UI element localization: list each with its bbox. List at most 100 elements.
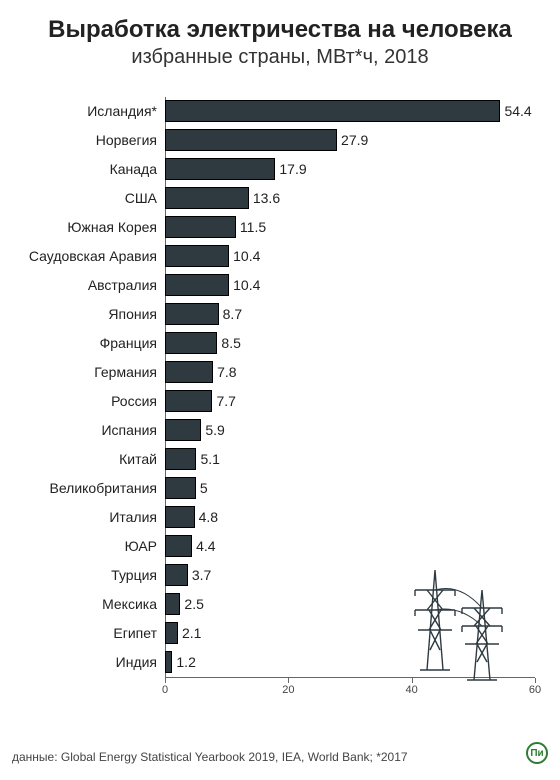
- bar-zone: 10.4: [165, 271, 560, 299]
- bar-row: Южная Корея 11.5: [0, 213, 560, 241]
- pylon-icon: [400, 555, 520, 690]
- category-label: Германия: [0, 364, 165, 380]
- bar-row: Испания 5.9: [0, 416, 560, 444]
- value-label: 8.5: [221, 335, 240, 351]
- category-label: Франция: [0, 335, 165, 351]
- bar-zone: 13.6: [165, 184, 560, 212]
- bar-zone: 7.7: [165, 387, 560, 415]
- value-label: 11.5: [240, 219, 266, 235]
- bar: [165, 245, 229, 267]
- chart-title: Выработка электричества на человека: [0, 16, 560, 44]
- bar: [165, 506, 195, 528]
- bar: [165, 361, 213, 383]
- value-label: 4.8: [199, 509, 218, 525]
- value-label: 2.1: [182, 625, 201, 641]
- x-tick-label: 20: [282, 684, 294, 696]
- bar-zone: 5: [165, 474, 560, 502]
- value-label: 7.7: [216, 393, 235, 409]
- bar: [165, 100, 500, 122]
- bar-row: Италия 4.8: [0, 503, 560, 531]
- bar: [165, 332, 217, 354]
- bar: [165, 274, 229, 296]
- bar-row: Китай 5.1: [0, 445, 560, 473]
- bar: [165, 216, 236, 238]
- bar-row: Исландия* 54.4: [0, 97, 560, 125]
- category-label: Канада: [0, 161, 165, 177]
- bar-row: Канада 17.9: [0, 155, 560, 183]
- bar: [165, 129, 337, 151]
- bar: [165, 158, 275, 180]
- value-label: 8.7: [223, 306, 242, 322]
- category-label: Италия: [0, 509, 165, 525]
- bar-row: Франция 8.5: [0, 329, 560, 357]
- bar-row: Норвегия 27.9: [0, 126, 560, 154]
- value-label: 3.7: [192, 567, 211, 583]
- category-label: Южная Корея: [0, 219, 165, 235]
- x-tick: [288, 678, 289, 683]
- bar-row: Германия 7.8: [0, 358, 560, 386]
- bar-zone: 5.9: [165, 416, 560, 444]
- value-label: 27.9: [341, 132, 368, 148]
- value-label: 13.6: [253, 190, 280, 206]
- bar: [165, 622, 178, 644]
- bar-zone: 27.9: [165, 126, 560, 154]
- category-label: Египет: [0, 625, 165, 641]
- bar: [165, 535, 192, 557]
- category-label: Турция: [0, 567, 165, 583]
- bar-zone: 54.4: [165, 97, 560, 125]
- category-label: Испания: [0, 422, 165, 438]
- bar-zone: 8.7: [165, 300, 560, 328]
- chart-subtitle: избранные страны, МВт*ч, 2018: [0, 46, 560, 69]
- bar: [165, 187, 249, 209]
- category-label: Исландия*: [0, 103, 165, 119]
- category-label: Китай: [0, 451, 165, 467]
- bar-zone: 10.4: [165, 242, 560, 270]
- bar-row: Великобритания 5: [0, 474, 560, 502]
- category-label: Австралия: [0, 277, 165, 293]
- bar: [165, 564, 188, 586]
- category-label: США: [0, 190, 165, 206]
- value-label: 54.4: [504, 103, 531, 119]
- bar: [165, 419, 201, 441]
- x-tick: [535, 678, 536, 683]
- category-label: Норвегия: [0, 132, 165, 148]
- value-label: 5.1: [200, 451, 219, 467]
- category-label: Мексика: [0, 596, 165, 612]
- value-label: 7.8: [217, 364, 236, 380]
- value-label: 5.9: [205, 422, 224, 438]
- value-label: 1.2: [176, 654, 195, 670]
- bar: [165, 303, 219, 325]
- bar-row: США 13.6: [0, 184, 560, 212]
- bar-zone: 7.8: [165, 358, 560, 386]
- bar-zone: 17.9: [165, 155, 560, 183]
- value-label: 5: [200, 480, 208, 496]
- footer: данные: Global Energy Statistical Yearbo…: [12, 742, 548, 764]
- category-label: Великобритания: [0, 480, 165, 496]
- power-pylon-decoration: [400, 555, 520, 690]
- x-tick-label: 0: [162, 684, 168, 696]
- value-label: 17.9: [279, 161, 306, 177]
- category-label: Саудовская Аравия: [0, 248, 165, 264]
- x-tick: [165, 678, 166, 683]
- bar: [165, 651, 172, 673]
- bar-zone: 8.5: [165, 329, 560, 357]
- source-text: данные: Global Energy Statistical Yearbo…: [12, 750, 408, 764]
- value-label: 4.4: [196, 538, 215, 554]
- bar: [165, 593, 180, 615]
- bar-row: Саудовская Аравия 10.4: [0, 242, 560, 270]
- bar-zone: 4.8: [165, 503, 560, 531]
- title-block: Выработка электричества на человека избр…: [0, 0, 560, 77]
- value-label: 2.5: [184, 596, 203, 612]
- bar-row: Россия 7.7: [0, 387, 560, 415]
- bar: [165, 448, 196, 470]
- bar-zone: 5.1: [165, 445, 560, 473]
- x-tick-label: 60: [529, 684, 541, 696]
- bar-row: Япония 8.7: [0, 300, 560, 328]
- category-label: Япония: [0, 306, 165, 322]
- bar-row: Австралия10.4: [0, 271, 560, 299]
- category-label: ЮАР: [0, 538, 165, 554]
- logo-badge: Пи: [526, 742, 548, 764]
- category-label: Индия: [0, 654, 165, 670]
- category-label: Россия: [0, 393, 165, 409]
- value-label: 10.4: [233, 248, 260, 264]
